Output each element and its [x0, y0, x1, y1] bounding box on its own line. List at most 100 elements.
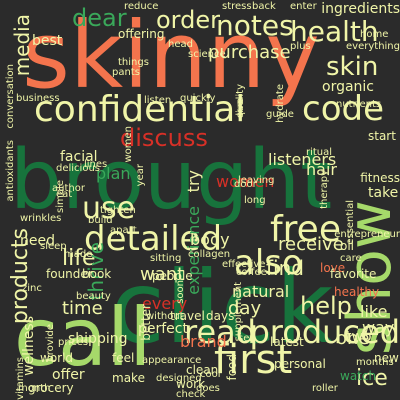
cloud-word: things: [118, 57, 149, 68]
cloud-word: health: [290, 15, 379, 48]
cloud-word: tighten: [100, 205, 136, 216]
cloud-word: brought: [10, 133, 333, 228]
cloud-word: make: [112, 371, 145, 385]
cloud-word: build: [88, 215, 113, 226]
cloud-word: head: [168, 39, 193, 50]
cloud-word: new: [374, 351, 399, 365]
cloud-word: made: [64, 249, 93, 260]
cloud-word: sleep: [40, 241, 67, 252]
cloud-word: nutrients: [336, 99, 382, 110]
cloud-word: facial: [60, 149, 98, 165]
cloud-word: use: [82, 191, 136, 226]
cloud-word: book: [82, 267, 112, 281]
cloud-word: ingredients: [321, 1, 400, 17]
cloud-word: quickly: [180, 93, 216, 104]
cloud-word: offer: [52, 367, 85, 383]
cloud-word: receive: [278, 234, 344, 255]
cloud-word: reduce: [124, 1, 159, 12]
cloud-word: favorite: [330, 267, 377, 281]
cloud-word: founder: [46, 267, 93, 281]
cloud-word: work: [176, 377, 206, 391]
cloud-word: science: [188, 49, 226, 60]
cloud-word: fitness: [360, 171, 400, 185]
cloud-word: conversation: [5, 64, 16, 129]
cloud-word: long: [244, 195, 266, 206]
cloud-word: first: [214, 337, 293, 383]
cloud-word: oil: [340, 239, 355, 253]
cloud-word: dear: [72, 4, 127, 32]
cloud-word: stress: [222, 1, 252, 12]
cloud-word: provide: [45, 324, 56, 362]
cloud-word: coffee: [236, 267, 267, 278]
cloud-word: designed: [156, 373, 202, 384]
cloud-word: grocery: [28, 381, 74, 395]
cloud-word: women: [216, 172, 275, 191]
cloud-word: check: [176, 389, 206, 400]
cloud-word: feel: [112, 351, 135, 365]
cloud-word: organic: [322, 79, 375, 95]
cloud-word: cool: [200, 369, 221, 380]
cloud-word: need: [20, 233, 55, 249]
cloud-word: delicious: [56, 163, 100, 174]
cloud-word: apart: [110, 225, 137, 236]
cloud-word: code: [302, 89, 384, 129]
cloud-word: every: [142, 294, 188, 313]
cloud-word: discuss: [120, 124, 208, 152]
cloud-word: find: [266, 256, 304, 280]
cloud-word: sitting: [150, 253, 182, 264]
cloud-word: listen: [144, 95, 172, 106]
cloud-word: want: [140, 264, 185, 285]
cloud-word: skinny: [22, 2, 320, 109]
cloud-word: detailed: [84, 219, 223, 259]
cloud-word: collagen: [188, 249, 231, 260]
cloud-word: call: [14, 291, 152, 384]
cloud-word: hair: [306, 160, 337, 179]
cloud-word: days: [206, 309, 235, 323]
cloud-word: time: [62, 298, 103, 319]
cloud-word: lines: [84, 159, 108, 170]
cloud-word: way: [362, 318, 395, 337]
cloud-word: eat: [56, 189, 73, 200]
cloud-word: live: [235, 98, 246, 116]
cloud-word: antioxidants: [5, 140, 16, 202]
cloud-word: home: [360, 29, 389, 40]
cloud-word: try: [184, 170, 203, 193]
cloud-word: month: [18, 383, 51, 394]
cloud-word: prices: [58, 337, 89, 348]
cloud-word: day: [228, 298, 262, 319]
cloud-word: brand: [180, 332, 227, 351]
cloud-word: purchase: [208, 42, 291, 63]
cloud-word: free: [270, 209, 341, 250]
cloud-word: healthy: [334, 285, 380, 299]
cloud-word: guide: [266, 109, 294, 120]
cloud-word: essential: [345, 200, 356, 245]
cloud-word: appearance: [142, 355, 202, 366]
cloud-word: wrinkles: [20, 213, 62, 224]
cloud-word: shipping: [68, 331, 128, 347]
cloud-word: plus: [290, 41, 311, 52]
cloud-word: does: [196, 383, 220, 394]
cloud-word: better: [139, 304, 153, 341]
cloud-word: plan: [96, 164, 131, 183]
cloud-word: year: [135, 164, 146, 187]
cloud-word: back: [252, 1, 276, 12]
cloud-word: clean: [186, 363, 219, 377]
cloud-word: women: [123, 126, 134, 163]
cloud-word: soon: [175, 280, 186, 304]
cloud-word: watch: [340, 369, 377, 383]
cloud-word: ritual: [306, 147, 333, 158]
cloud-word: life: [62, 246, 96, 271]
cloud-word: pants: [112, 67, 140, 78]
cloud-word: also: [234, 243, 303, 283]
cloud-word: everything: [346, 41, 400, 52]
cloud-word: two: [346, 329, 372, 345]
cloud-word: months: [356, 357, 394, 368]
cloud-word: latest: [270, 335, 304, 349]
cloud-word: best: [32, 33, 63, 49]
cloud-word: body: [190, 230, 230, 249]
cloud-word: one: [336, 328, 370, 349]
cloud-word: start: [368, 129, 396, 143]
cloud-word: notes: [216, 9, 294, 42]
cloud-word: enter: [290, 1, 317, 12]
